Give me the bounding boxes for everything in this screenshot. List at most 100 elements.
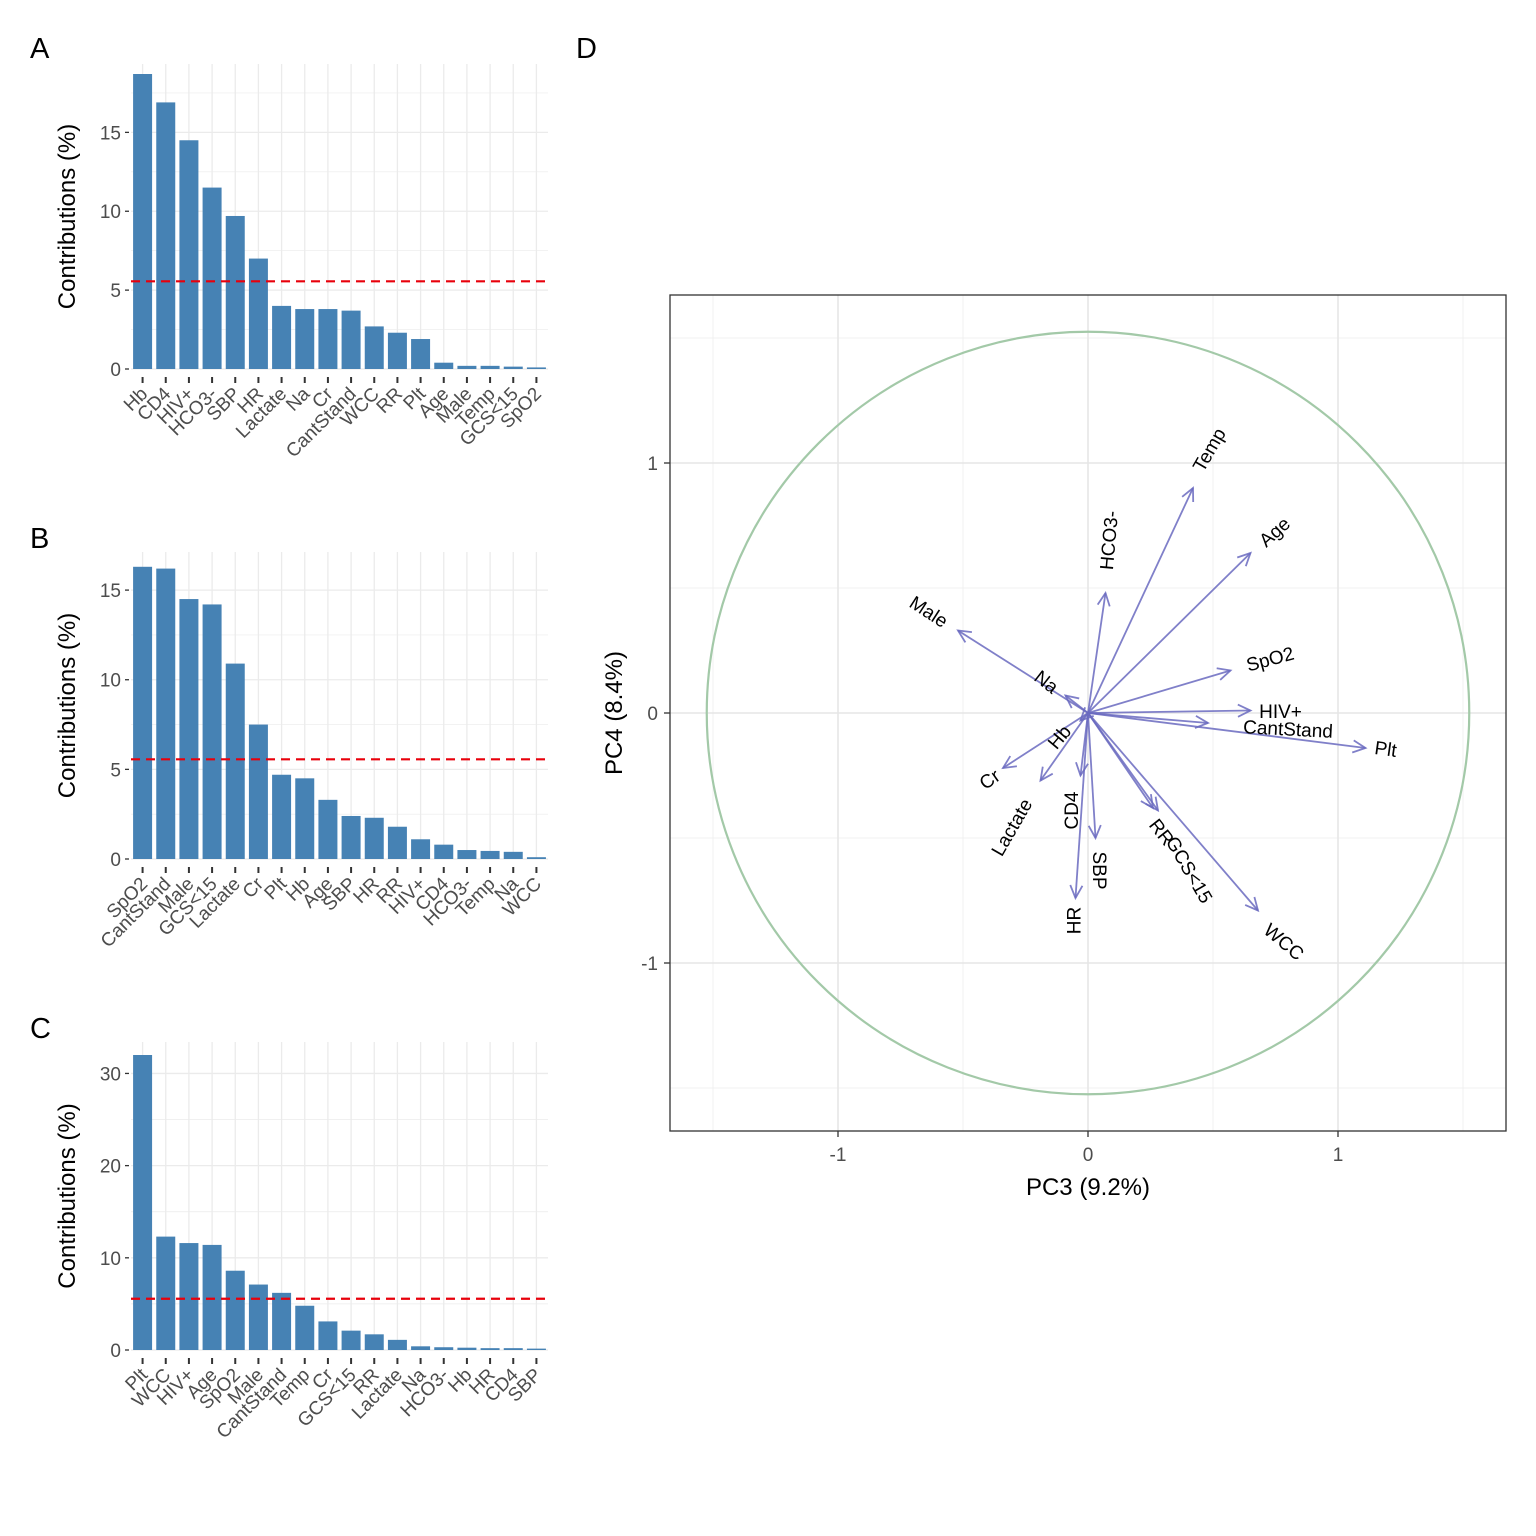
panel-c-bar — [341, 1330, 361, 1350]
panel-d-variable-label: CantStand — [1243, 717, 1334, 743]
panel-d-arrowhead — [1216, 667, 1233, 681]
panel-d-arrow-gcs<15 — [1087, 712, 1159, 812]
panel-a-bar — [156, 102, 176, 369]
panel-tag-c: C — [30, 1013, 51, 1045]
panel-c-ytick-label: 0 — [110, 1341, 121, 1362]
panel-d-variable-label: CD4 — [1062, 791, 1083, 829]
panel-tag-a: A — [30, 33, 50, 65]
panel-b-bar — [364, 817, 384, 859]
panel-d-xtick-label: 0 — [1083, 1145, 1094, 1166]
panel-c-bar — [295, 1305, 315, 1350]
panel-d-arrow-male — [957, 629, 1089, 714]
panel-b-bar — [341, 815, 361, 859]
panel-d-arrowhead — [1145, 796, 1160, 813]
panel-tag-d: D — [576, 33, 597, 65]
panel-c-bar — [248, 1284, 268, 1350]
panel-d-arrow-sbp — [1087, 712, 1097, 839]
panel-d-arrow-hr — [1074, 712, 1089, 899]
panel-a-bar — [341, 310, 361, 369]
panel-b-ylabel: Contributions (%) — [54, 613, 81, 798]
panel-d-arrowhead — [1039, 766, 1054, 783]
panel-d-ytick-label: -1 — [641, 954, 658, 975]
panel-b-bar — [179, 599, 199, 859]
panel-a-bar — [272, 305, 292, 369]
panel-c-bar — [364, 1334, 384, 1350]
panel-c-ytick-label: 20 — [100, 1157, 121, 1178]
panel-d-arrow-hco3- — [1087, 592, 1107, 714]
panel-b-bar — [248, 724, 268, 859]
panel-d-arrowhead — [1063, 694, 1080, 709]
panel-a-bar — [364, 326, 384, 369]
panel-a-bar — [526, 367, 546, 369]
panel-c-bar — [272, 1292, 292, 1350]
panel-a-bar — [295, 309, 315, 369]
panel-b-bar — [202, 604, 222, 859]
panel-c-bar — [225, 1270, 245, 1350]
panel-a-bar — [179, 140, 199, 369]
panel-b-bar — [457, 850, 477, 859]
panel-d-ytick-label: 1 — [647, 454, 658, 475]
panel-a-bar — [480, 365, 500, 369]
panel-b-bar — [225, 663, 245, 859]
panel-c-bar — [202, 1244, 222, 1350]
panel-a-bar — [411, 339, 431, 369]
panel-d-arrowhead — [1096, 590, 1111, 607]
panel-a-bar — [248, 258, 268, 369]
panel-a-bar — [503, 366, 523, 369]
panel-b-bar — [318, 799, 338, 859]
panel-c-bar — [133, 1055, 153, 1350]
panel-d-variable-label: HIV+ — [1259, 702, 1302, 723]
panel-b-bar — [503, 851, 523, 859]
panel-d-variable-label: SBP — [1088, 851, 1109, 889]
panel-a-bar — [202, 187, 222, 369]
panel-b-ytick-label: 10 — [100, 671, 121, 692]
panel-d-ytick-label: 0 — [647, 704, 658, 725]
panel-c-bar — [411, 1346, 431, 1350]
panel-b-bar — [434, 844, 454, 859]
panel-a-bar — [457, 365, 477, 369]
panel-d-variable-label: HR — [1065, 907, 1086, 934]
panel-d-arrowhead — [1087, 824, 1102, 841]
panel-d-arrow-hiv+ — [1087, 709, 1251, 714]
panel-d-variable-label: Plt — [1373, 738, 1399, 762]
panel-d-arrowhead — [1351, 739, 1368, 754]
panel-d-arrowhead — [956, 629, 973, 643]
panel-c-bar — [457, 1347, 477, 1350]
panel-tag-b: B — [30, 523, 49, 555]
panel-d-arrow-lactate — [1039, 712, 1089, 782]
panel-d-arrow-spo2 — [1087, 669, 1231, 714]
panel-d-arrowhead — [1001, 755, 1018, 770]
panel-c-bar — [387, 1339, 407, 1350]
panel-c-bar — [156, 1236, 176, 1350]
panel-b-bar — [526, 857, 546, 859]
panel-a-ytick-label: 10 — [100, 202, 121, 223]
panel-b-ytick-label: 5 — [110, 760, 121, 781]
panel-d-xlabel: PC3 (9.2%) — [1026, 1174, 1150, 1201]
panel-d-arrow-plt — [1087, 712, 1366, 749]
panel-d-arrowhead — [1079, 706, 1095, 722]
panel-a-ytick-label: 0 — [110, 360, 121, 381]
panel-a-bar-chart: 051015HbCD4HIV+HCO3-SBPHRLactateNaCrCant… — [54, 64, 548, 462]
panel-b-bar — [295, 778, 315, 859]
panel-d-arrow-age — [1087, 552, 1252, 714]
panel-c-bar — [179, 1243, 199, 1350]
panel-b-bar — [411, 839, 431, 859]
panel-c-bar — [526, 1348, 546, 1350]
panel-c-bar — [434, 1347, 454, 1350]
panel-a-bar — [318, 309, 338, 369]
panel-a-bar — [434, 362, 454, 369]
panel-b-ytick-label: 0 — [110, 850, 121, 871]
panel-c-bar — [503, 1348, 523, 1350]
panel-c-ylabel: Contributions (%) — [54, 1103, 81, 1288]
panel-a-bar — [387, 332, 407, 369]
panel-d-correlation-circle — [705, 330, 1471, 1096]
panel-d-arrowhead — [1069, 884, 1084, 901]
panel-b-bar — [480, 850, 500, 859]
panel-a-ytick-label: 5 — [110, 281, 121, 302]
panel-c-bar — [318, 1321, 338, 1350]
panel-a-ylabel: Contributions (%) — [54, 124, 81, 309]
panel-b-bar-chart: 051015SpO2CantStandMaleGCS<15LactateCrPl… — [54, 552, 548, 952]
panel-c-ytick-label: 10 — [100, 1249, 121, 1270]
panel-d-arrow-temp — [1087, 487, 1194, 714]
